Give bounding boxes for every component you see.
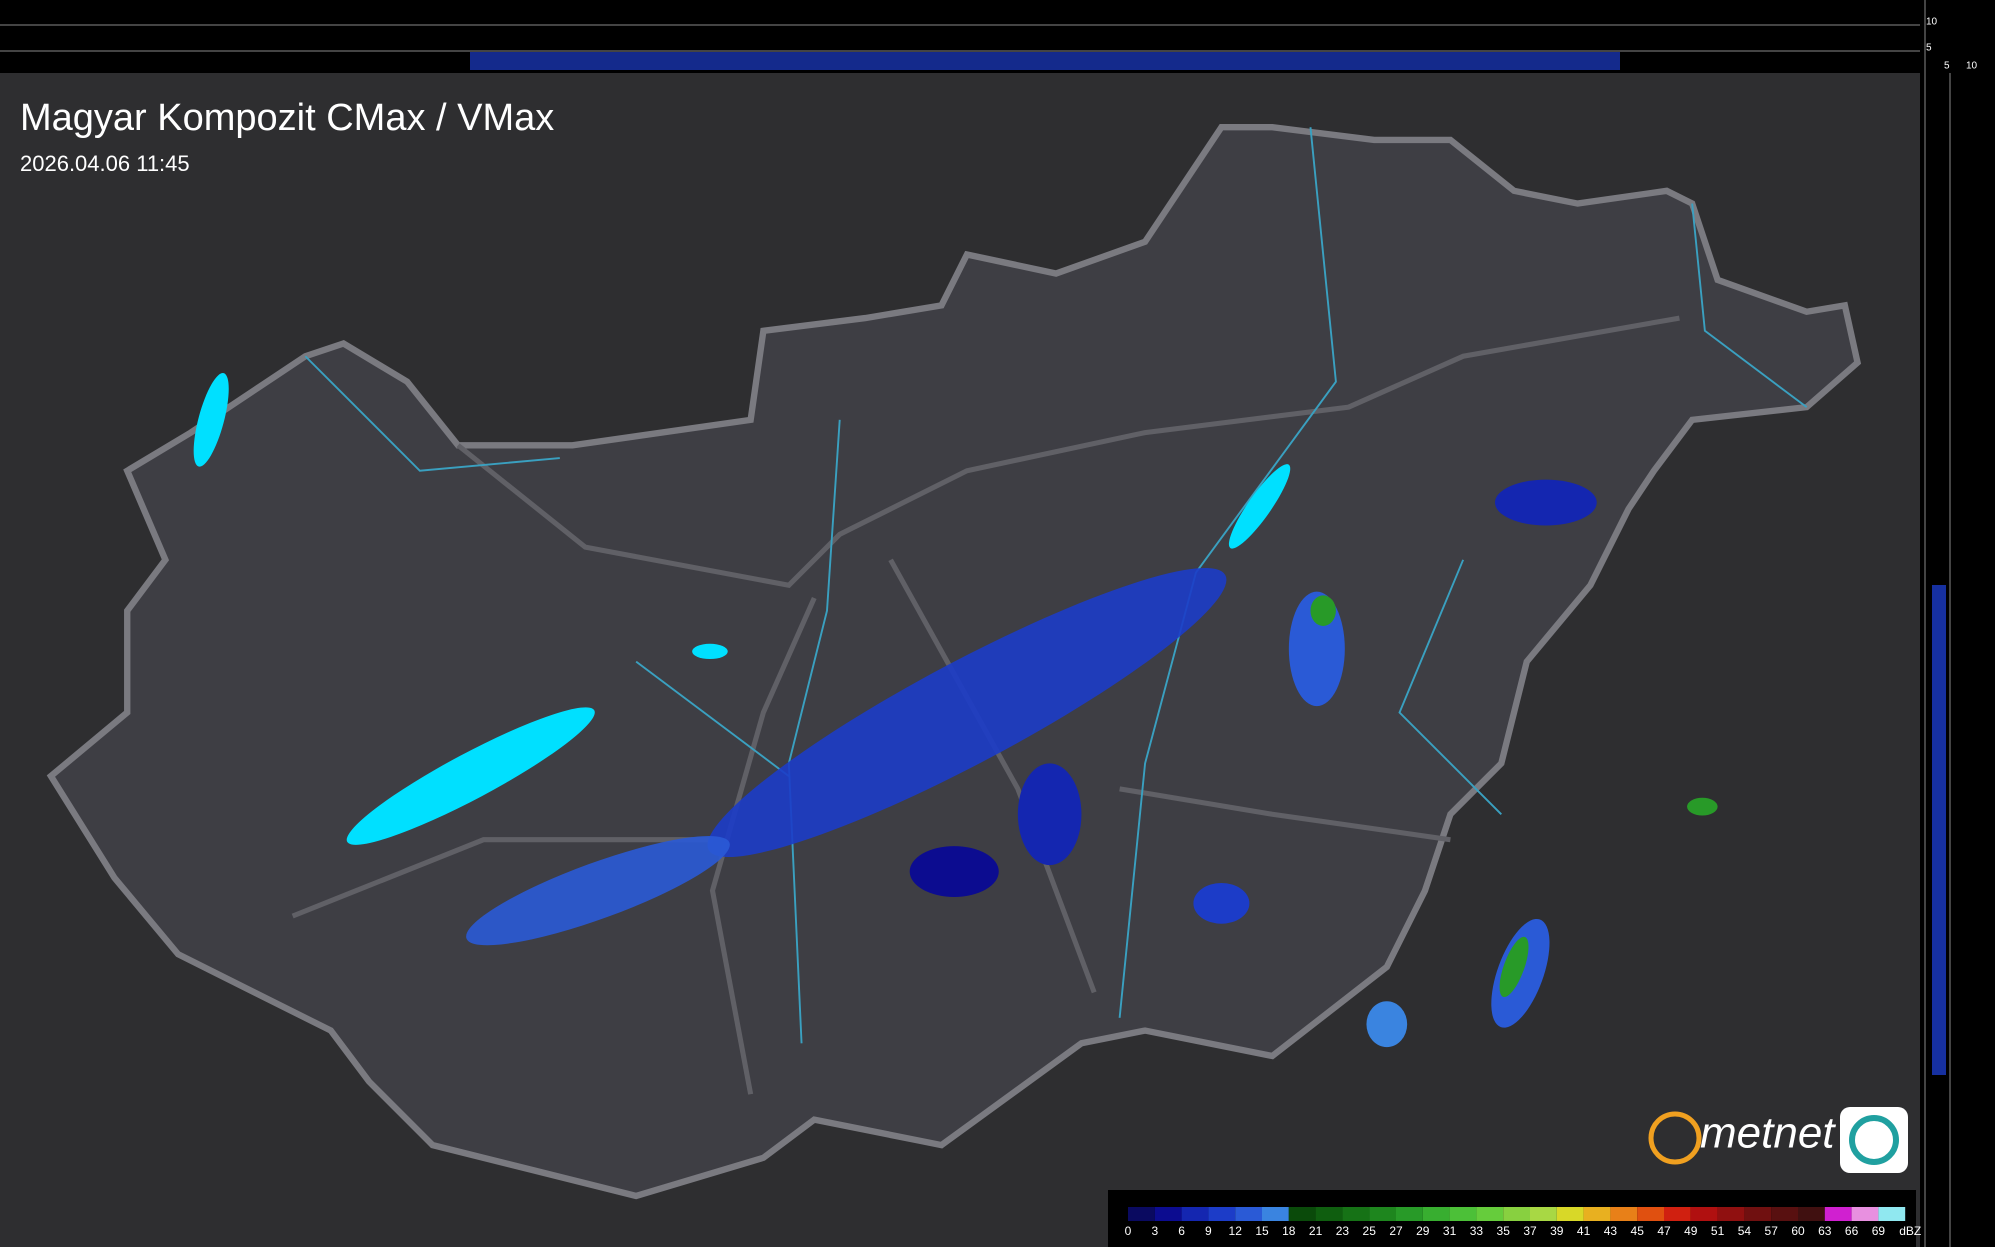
legend-swatch	[1154, 1207, 1182, 1221]
logo-sun	[1648, 1111, 1702, 1165]
legend-label: 33	[1470, 1224, 1484, 1238]
legend-unit: dBZ	[1899, 1224, 1921, 1238]
map-layer	[46, 124, 1862, 1200]
legend-label: 39	[1550, 1224, 1564, 1238]
precipitation	[466, 479, 1718, 1048]
logo-text: metnet	[1700, 1109, 1836, 1158]
legend-swatch	[1503, 1207, 1530, 1221]
legend-swatch	[1851, 1207, 1879, 1221]
legend-swatch	[1396, 1207, 1423, 1221]
legend-swatch	[1878, 1207, 1906, 1221]
legend-label: 69	[1872, 1224, 1886, 1238]
legend-label: 49	[1684, 1224, 1698, 1238]
legend-swatch	[1422, 1207, 1450, 1221]
logo: metnet	[1648, 1107, 1908, 1173]
legend-swatch	[1181, 1207, 1209, 1221]
profile-echo	[470, 52, 1620, 70]
roads	[291, 315, 1680, 1095]
profile-label: 10	[1926, 17, 1938, 28]
legend-label: 37	[1523, 1224, 1537, 1238]
legend-swatch	[1208, 1207, 1236, 1221]
lakes	[193, 373, 1291, 845]
legend-label: 43	[1604, 1224, 1618, 1238]
legend-label: 54	[1738, 1224, 1752, 1238]
legend-swatch	[1262, 1207, 1289, 1221]
profile-label: 5	[1944, 61, 1950, 72]
legend-swatch	[1637, 1207, 1664, 1221]
legend-label: 21	[1309, 1224, 1323, 1238]
title: Magyar Kompozit CMax / VMax	[20, 97, 554, 139]
legend-scale: 0 3 6 9 12 15 18 21 23 25 27 29 31 33 35 37 39 41 43 45 47 49…	[1125, 1207, 1921, 1238]
timestamp: 2026.04.06 11:45	[20, 151, 190, 176]
legend-label: 47	[1657, 1224, 1671, 1238]
legend-swatch	[1288, 1207, 1316, 1221]
legend-swatch	[1824, 1207, 1852, 1221]
legend-swatch	[1664, 1207, 1691, 1221]
legend-label: 12	[1229, 1224, 1243, 1238]
legend-label: 9	[1205, 1224, 1212, 1238]
legend-swatch	[1369, 1207, 1396, 1221]
legend-label: 57	[1765, 1224, 1779, 1238]
legend-label: 29	[1416, 1224, 1430, 1238]
side-profile	[1920, 0, 1995, 1247]
legend-label: 18	[1282, 1224, 1296, 1238]
legend-swatch	[1235, 1207, 1262, 1221]
legend-label: 41	[1577, 1224, 1591, 1238]
legend-swatch	[1798, 1207, 1825, 1221]
profile-label: 5	[1926, 43, 1932, 54]
legend-label: 15	[1255, 1224, 1269, 1238]
legend-swatch	[1449, 1207, 1477, 1221]
legend-swatch	[1530, 1207, 1557, 1221]
legend-swatch	[1610, 1207, 1638, 1221]
legend-swatch	[1342, 1207, 1370, 1221]
legend-swatch	[1744, 1207, 1772, 1221]
legend-label: 27	[1389, 1224, 1403, 1238]
legend-swatch	[1556, 1207, 1584, 1221]
legend-label: 51	[1711, 1224, 1725, 1238]
legend-swatch	[1128, 1207, 1155, 1221]
legend-label: 60	[1791, 1224, 1805, 1238]
logo-swirl	[1849, 1115, 1899, 1165]
profile-echo	[1932, 585, 1946, 1075]
legend-label: 35	[1497, 1224, 1511, 1238]
legend-label: 23	[1336, 1224, 1350, 1238]
legend-swatch	[1315, 1207, 1343, 1221]
legend-swatch	[1771, 1207, 1798, 1221]
legend-label: 0	[1125, 1224, 1132, 1238]
legend-label: 45	[1631, 1224, 1645, 1238]
legend-swatch	[1476, 1207, 1504, 1221]
legend-label: 25	[1363, 1224, 1377, 1238]
legend-swatch	[1583, 1207, 1611, 1221]
legend-swatch	[1690, 1207, 1718, 1221]
legend-label: 66	[1845, 1224, 1859, 1238]
profile-label: 10	[1966, 61, 1978, 72]
legend-label: 63	[1818, 1224, 1832, 1238]
legend-label: 31	[1443, 1224, 1457, 1238]
legend-swatch	[1717, 1207, 1745, 1221]
legend-label: 6	[1178, 1224, 1185, 1238]
legend-label: 3	[1151, 1224, 1158, 1238]
